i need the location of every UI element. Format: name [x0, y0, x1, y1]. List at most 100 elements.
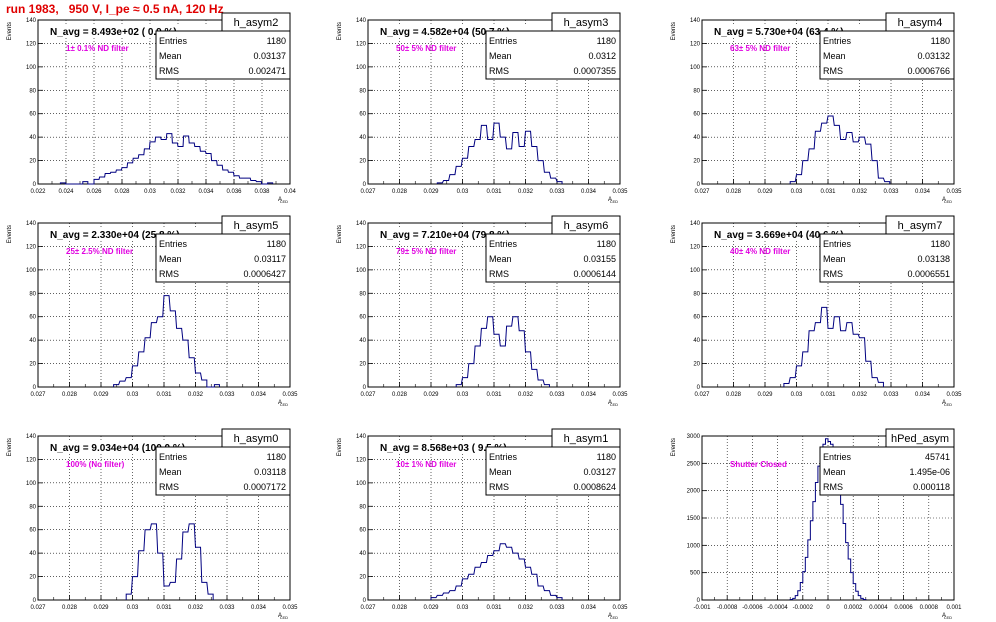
stats-box — [485, 446, 621, 496]
stats-value-rms: 0.0006144 — [573, 269, 616, 279]
x-tick-label: 0 — [826, 605, 830, 611]
stats-label-rms: RMS — [489, 66, 509, 76]
x-tick-label: 0.031 — [156, 605, 172, 611]
x-tick-label: 0.031 — [486, 605, 502, 611]
x-axis-label: A — [608, 613, 612, 619]
x-tick-label: 0.027 — [694, 392, 710, 398]
y-tick-label: 100 — [690, 268, 701, 274]
stats-box — [155, 30, 291, 80]
y-tick-label: 2000 — [687, 489, 701, 495]
y-tick-label: 120 — [356, 457, 367, 463]
y-tick-label: 0 — [33, 182, 37, 188]
stats-box — [819, 30, 955, 80]
stats-value-rms: 0.000118 — [913, 482, 950, 492]
stats-value-entries: 45741 — [925, 452, 950, 462]
x-axis-label-subscript: LED — [280, 402, 288, 407]
x-tick-label: 0.029 — [423, 392, 439, 398]
x-axis-label: A — [608, 197, 612, 203]
x-tick-label: 0.028 — [726, 189, 742, 195]
y-tick-label: 0 — [697, 182, 701, 188]
filter-annotation: 79± 5% ND filter — [396, 247, 456, 256]
histogram-title: N_avg = 3.669e+04 (40.6 %) — [714, 230, 844, 241]
x-tick-label: 0.03 — [457, 392, 469, 398]
y-tick-label: 40 — [359, 338, 366, 344]
x-tick-label: 0.029 — [757, 392, 773, 398]
y-tick-label: 0 — [33, 385, 37, 391]
stats-value-mean: 0.03127 — [583, 467, 616, 477]
stats-value-rms: 0.0007355 — [573, 66, 616, 76]
x-tick-label: 0.034 — [198, 189, 214, 195]
histogram-name: h_asym2 — [234, 17, 279, 29]
x-tick-label: 0.035 — [282, 605, 298, 611]
x-tick-label: 0.029 — [757, 189, 773, 195]
stats-value-mean: 0.03132 — [917, 51, 950, 61]
x-tick-label: 0.0004 — [869, 605, 888, 611]
stats-value-rms: 0.0006766 — [907, 66, 950, 76]
x-tick-label: 0.027 — [360, 189, 376, 195]
x-tick-label: 0.026 — [86, 189, 102, 195]
y-tick-label: 20 — [29, 362, 36, 368]
histogram-name: h_asym3 — [564, 17, 609, 29]
x-tick-label: 0.032 — [518, 189, 534, 195]
x-tick-label: 0.03 — [791, 392, 803, 398]
histogram-panel-h_asym3: 0.027 0.028 0.029 0.03 0.031 0.032 0.033 0.034 0… — [337, 12, 628, 204]
x-tick-label: 0.029 — [93, 392, 109, 398]
y-tick-label: 100 — [26, 268, 37, 274]
histogram-panel-h_asym5: 0.027 0.028 0.029 0.03 0.031 0.032 0.033 0.034 0… — [7, 215, 298, 407]
y-tick-label: 60 — [693, 112, 700, 118]
x-tick-label: 0.033 — [549, 605, 565, 611]
stats-label-entries: Entries — [159, 36, 188, 46]
x-tick-label: 0.033 — [883, 392, 899, 398]
stats-value-mean: 0.03155 — [583, 254, 616, 264]
stats-label-entries: Entries — [489, 239, 518, 249]
x-tick-label: 0.028 — [392, 189, 408, 195]
stats-label-mean: Mean — [159, 254, 182, 264]
x-tick-label: 0.028 — [114, 189, 130, 195]
stats-label-entries: Entries — [489, 36, 518, 46]
stats-label-mean: Mean — [489, 467, 512, 477]
stats-label-entries: Entries — [489, 452, 518, 462]
x-axis-label-subscript: LED — [610, 402, 618, 407]
stats-label-mean: Mean — [489, 254, 512, 264]
stats-label-entries: Entries — [823, 239, 852, 249]
y-tick-label: 40 — [29, 135, 36, 141]
histogram-title: N_avg = 8.568e+03 ( 9.5 %) — [380, 443, 507, 454]
filter-annotation: 100% (No filter) — [66, 460, 125, 469]
x-tick-label: 0.03 — [127, 605, 139, 611]
y-axis-label: Events — [337, 22, 343, 40]
x-tick-label: 0.035 — [612, 605, 628, 611]
y-tick-label: 140 — [26, 434, 37, 440]
x-tick-label: 0.03 — [127, 392, 139, 398]
stats-value-entries: 1180 — [931, 239, 950, 249]
y-axis-label: Events — [671, 22, 677, 40]
y-tick-label: 1500 — [687, 516, 701, 522]
y-tick-label: 20 — [359, 159, 366, 165]
x-axis-label: A — [278, 197, 282, 203]
y-tick-label: 60 — [359, 528, 366, 534]
histogram-outline — [125, 523, 214, 600]
stats-value-mean: 1.495e-06 — [909, 467, 950, 477]
stats-label-rms: RMS — [489, 482, 509, 492]
stats-label-rms: RMS — [823, 482, 843, 492]
stats-box — [155, 233, 291, 283]
y-tick-label: 20 — [29, 575, 36, 581]
stats-value-entries: 1180 — [267, 452, 286, 462]
y-tick-label: 120 — [690, 41, 701, 47]
stats-value-entries: 1180 — [597, 36, 616, 46]
histogram-name: h_asym4 — [898, 17, 943, 29]
histogram-title: N_avg = 7.210e+04 (79.8 %) — [380, 230, 510, 241]
histogram-outline — [430, 543, 563, 600]
x-tick-label: 0.035 — [946, 189, 962, 195]
stats-value-entries: 1180 — [267, 239, 286, 249]
x-axis-label-subscript: LED — [280, 615, 288, 620]
y-tick-label: 140 — [690, 221, 701, 227]
stats-value-entries: 1180 — [931, 36, 950, 46]
x-axis-label: A — [942, 197, 946, 203]
stats-box — [819, 233, 955, 283]
x-axis-label: A — [278, 613, 282, 619]
filter-annotation: 10± 1% ND filter — [396, 460, 456, 469]
x-tick-label: 0.001 — [946, 605, 962, 611]
x-tick-label: 0.03 — [457, 189, 469, 195]
y-axis-label: Events — [7, 438, 13, 456]
x-tick-label: 0.0002 — [844, 605, 863, 611]
